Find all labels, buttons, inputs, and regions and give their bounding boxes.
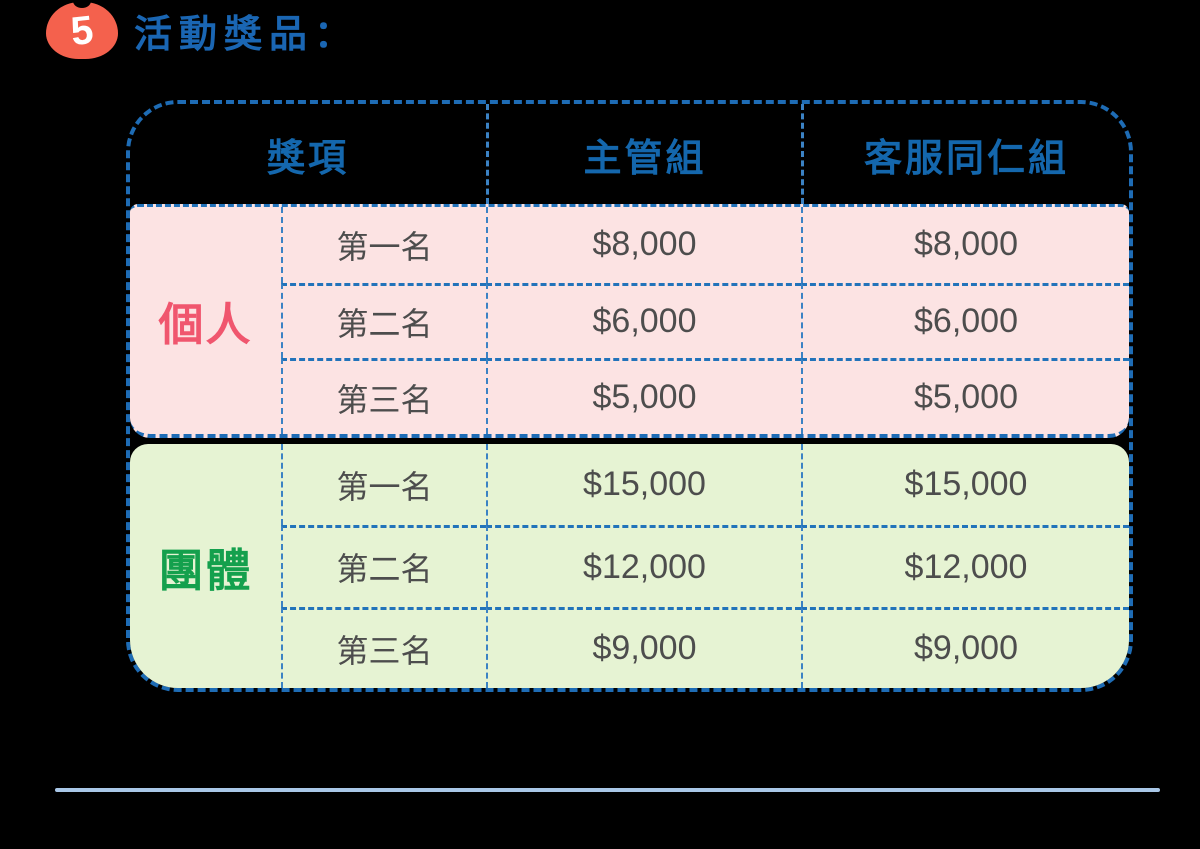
group-label-team: 團體	[158, 544, 253, 596]
service-prize-cell: $15,000	[801, 444, 1129, 526]
group-label-individual: 個人	[158, 298, 253, 350]
service-prize-cell: $8,000	[801, 207, 1129, 283]
rank-cell: 第三名	[281, 606, 486, 688]
rank-cell: 第二名	[281, 525, 486, 607]
individual-prize-section: 個人 第一名 $8,000 $8,000 第二名 $6,000 $6,000 第…	[130, 204, 1129, 438]
column-header-service: 客服同仁組	[801, 104, 1129, 204]
team-prize-section: 團體 第一名 $15,000 $15,000 第二名 $12,000 $12,0…	[130, 444, 1129, 688]
manager-prize-cell: $9,000	[486, 606, 801, 688]
service-prize-cell: $6,000	[801, 282, 1129, 359]
service-prize-cell: $12,000	[801, 525, 1129, 607]
manager-prize-cell: $5,000	[486, 358, 801, 434]
rank-cell: 第二名	[281, 282, 486, 359]
column-header-award: 獎項	[266, 137, 349, 180]
manager-prize-cell: $8,000	[486, 207, 801, 283]
section-header: 5 活動獎品：	[46, 2, 359, 59]
manager-prize-cell: $15,000	[486, 444, 801, 526]
rank-cell: 第三名	[281, 358, 486, 434]
table-header-row: 獎項 主管組 客服同仁組	[130, 104, 1129, 204]
rank-cell: 第一名	[281, 207, 486, 283]
service-prize-cell: $5,000	[801, 358, 1129, 434]
section-number: 5	[68, 7, 96, 54]
section-number-badge: 5	[46, 2, 118, 59]
section-title: 活動獎品：	[134, 14, 360, 56]
column-header-manager: 主管組	[486, 104, 801, 204]
bottom-divider	[55, 788, 1160, 792]
rank-cell: 第一名	[281, 444, 486, 526]
service-prize-cell: $9,000	[801, 606, 1129, 688]
manager-prize-cell: $12,000	[486, 525, 801, 607]
manager-prize-cell: $6,000	[486, 282, 801, 359]
prize-table: 獎項 主管組 客服同仁組 個人 第一名 $8,000 $8,000 第二名 $6…	[126, 100, 1133, 692]
